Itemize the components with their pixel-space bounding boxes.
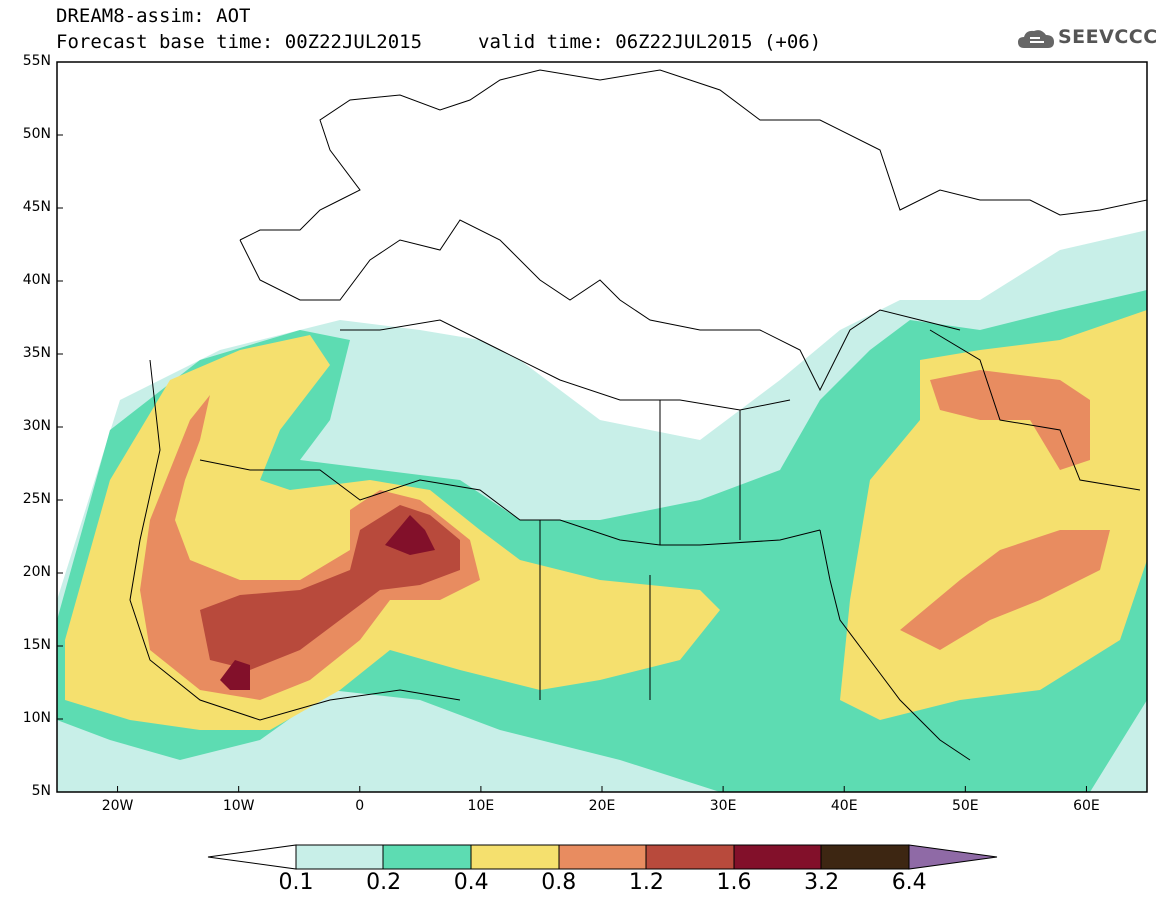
colorbar-label-0.2: 0.2 — [366, 870, 402, 895]
colorbar-bin-0.1 — [295, 844, 384, 870]
lat-label-40N: 40N — [22, 272, 51, 288]
lat-label-50N: 50N — [22, 126, 51, 142]
colorbar-bin-0.8 — [558, 844, 647, 870]
map-title: DREAM8-assim: AOT — [56, 5, 251, 27]
aot-field — [57, 230, 1147, 792]
colorbar-bin-0.4 — [470, 844, 560, 870]
lon-label-0: 0 — [355, 798, 365, 814]
valid-time: valid time: 06Z22JUL2015 (+06) — [478, 31, 822, 53]
lon-label-40E: 40E — [830, 798, 858, 814]
colorbar-label-0.4: 0.4 — [453, 870, 489, 895]
colorbar-label-3.2: 3.2 — [804, 870, 840, 895]
aot-contour-0.8-arabia — [900, 370, 1110, 650]
lon-label-60E: 60E — [1073, 798, 1100, 814]
seevccc-logo: SEEVCCC — [1058, 26, 1158, 48]
lat-label-25N: 25N — [22, 491, 51, 507]
lon-label-10E: 10E — [467, 798, 495, 814]
axis-ticks — [57, 61, 1087, 793]
colorbar-bin-1.6 — [733, 844, 822, 870]
colorbar-low-arrow — [207, 844, 297, 870]
lat-label-20N: 20N — [22, 564, 51, 580]
lat-label-35N: 35N — [22, 345, 51, 361]
lon-label-10W: 10W — [222, 798, 255, 814]
colorbar-label-6.4: 6.4 — [891, 870, 927, 895]
lat-label-30N: 30N — [22, 418, 51, 434]
lat-label-45N: 45N — [22, 199, 51, 215]
colorbar-bin-3.2 — [820, 844, 910, 870]
colorbar-label-0.8: 0.8 — [541, 870, 577, 895]
aot-contour-1.6 — [220, 515, 435, 690]
colorbar-high-arrow — [908, 844, 998, 870]
lon-label-50E: 50E — [951, 798, 979, 814]
lon-label-20W: 20W — [101, 798, 134, 814]
colorbar — [207, 844, 998, 870]
coastlines — [129, 69, 1147, 761]
colorbar-label-0.1: 0.1 — [278, 870, 314, 895]
lon-label-30E: 30E — [709, 798, 737, 814]
colorbar-label-1.6: 1.6 — [716, 870, 752, 895]
lat-label-55N: 55N — [22, 53, 51, 69]
lat-label-10N: 10N — [22, 710, 51, 726]
lat-label-15N: 15N — [22, 637, 51, 653]
lon-label-20E: 20E — [588, 798, 616, 814]
colorbar-bin-0.2 — [382, 844, 472, 870]
forecast-base-time: Forecast base time: 00Z22JUL2015 — [56, 31, 423, 53]
colorbar-bin-1.2 — [645, 844, 735, 870]
lat-label-5N: 5N — [31, 783, 51, 799]
colorbar-label-1.2: 1.2 — [628, 870, 664, 895]
cloud-icon — [1018, 30, 1054, 48]
